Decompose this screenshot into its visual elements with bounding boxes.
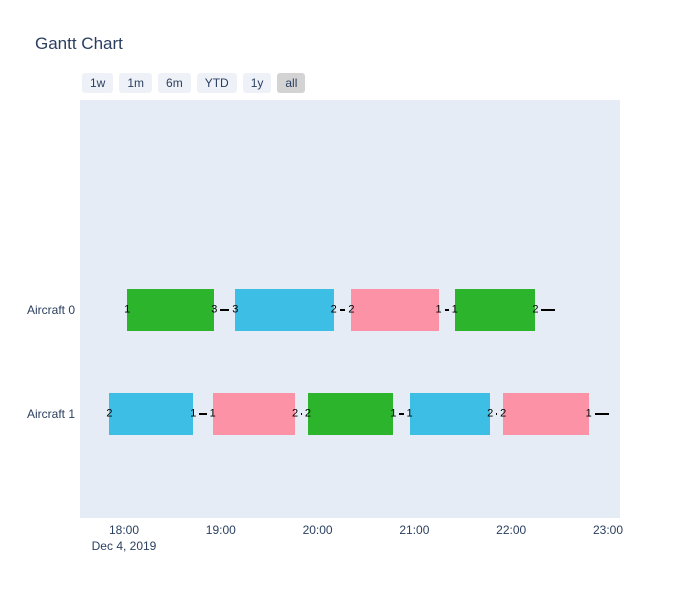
task-edge-label: 1 [451,303,458,316]
task-edge-label: 1 [209,407,216,420]
connector-line [199,413,207,415]
task-edge-label: 2 [106,407,113,420]
gantt-bar[interactable] [503,393,589,435]
range-button-6m[interactable]: 6m [158,73,191,94]
y-axis-label: Aircraft 0 [26,303,75,317]
gantt-bar[interactable] [307,393,394,435]
range-button-all[interactable]: all [277,73,306,94]
gantt-bar[interactable] [127,289,215,331]
task-edge-label: 1 [124,303,131,316]
connector-line [339,309,346,311]
connector-line [496,413,498,415]
task-edge-label: 2 [348,303,355,316]
task-edge-label: 1 [190,407,197,420]
connector-line [301,413,302,415]
range-button-ytd[interactable]: YTD [196,73,237,94]
task-edge-label: 2 [304,407,311,420]
x-axis-tick: 19:00 [205,523,236,537]
task-edge-label: 2 [487,407,494,420]
gantt-bar[interactable] [409,393,491,435]
range-selector: 1w 1m 6m YTD 1y all [82,73,306,94]
y-axis-label: Aircraft 1 [26,407,75,421]
x-axis-tick: 18:00 [108,523,140,537]
chart-title: Gantt Chart [35,34,123,53]
task-edge-label: 2 [532,303,539,316]
range-button-1w[interactable]: 1w [82,73,114,94]
range-button-1m[interactable]: 1m [119,73,153,94]
range-button-1y[interactable]: 1y [242,73,272,94]
task-edge-label: 1 [390,407,397,420]
connector-line [444,309,449,311]
task-edge-label: 3 [232,303,239,316]
x-axis-tick: 20:00 [302,523,333,537]
x-axis-tick: 22:00 [496,523,527,537]
task-edge-label: 2 [291,407,299,420]
gantt-bar[interactable] [109,393,194,435]
connector-line [220,309,230,311]
gantt-bar[interactable] [212,393,295,435]
task-edge-label: 1 [435,303,442,316]
task-edge-label: 3 [211,303,218,316]
task-edge-label: 2 [330,303,337,316]
task-edge-label: 1 [406,407,413,420]
connector-line [399,413,404,415]
task-edge-label: 2 [500,407,507,420]
gantt-bar[interactable] [235,289,334,331]
connector-line [594,413,609,415]
gantt-bar[interactable] [454,289,536,331]
connector-line [541,309,556,311]
x-axis-tick: 23:00 [592,523,624,537]
gantt-bar[interactable] [351,289,439,331]
x-axis-tick: 21:00 [399,523,430,537]
x-axis-date-label: Dec 4, 2019 [91,539,157,553]
task-edge-label: 1 [585,407,592,420]
